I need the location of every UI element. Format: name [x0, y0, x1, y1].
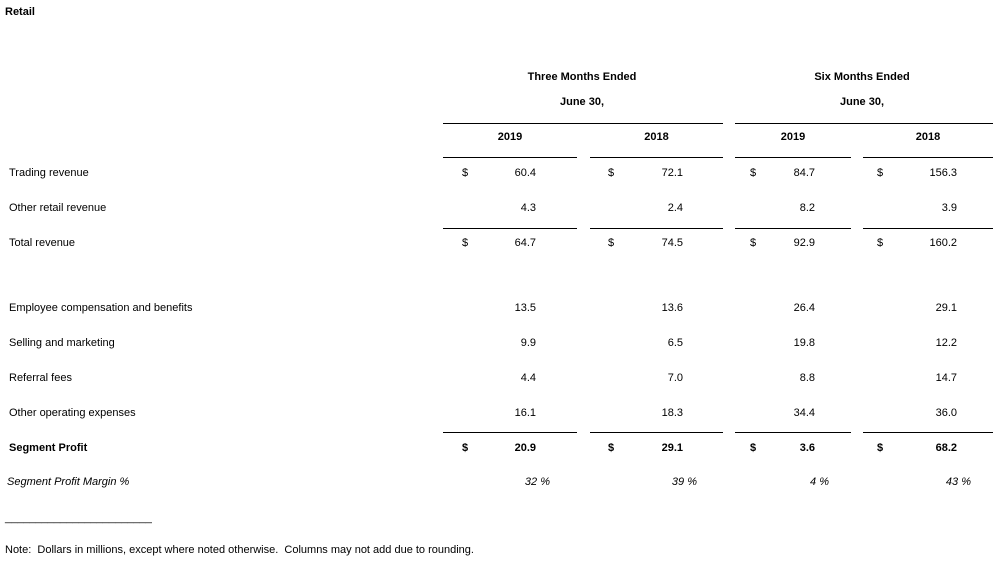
currency-sign: $ — [462, 237, 469, 249]
group-subheader: June 30, — [559, 96, 605, 108]
cell-value: 4.4 — [520, 372, 536, 384]
group-header: Three Months Ended — [527, 71, 637, 83]
currency-sign: $ — [877, 442, 884, 454]
row-label: Selling and marketing — [9, 337, 115, 349]
cell-value: 16.1 — [514, 407, 536, 419]
cell-value: 68.2 — [935, 442, 957, 454]
cell-value: 8.2 — [799, 202, 815, 214]
row-label: Employee compensation and benefits — [9, 302, 193, 314]
cell-value: 92.9 — [793, 237, 815, 249]
cell-value: 3.9 — [941, 202, 957, 214]
row-label: Other retail revenue — [9, 202, 107, 214]
cell-value: 13.5 — [514, 302, 536, 314]
rule — [735, 157, 851, 158]
currency-sign: $ — [750, 167, 757, 179]
note: Note: Dollars in millions, except where … — [5, 544, 474, 556]
cell-value: 156.3 — [929, 167, 957, 179]
year-header: 2019 — [780, 131, 806, 143]
rule — [863, 228, 993, 229]
cell-value: 9.9 — [520, 337, 536, 349]
rule — [443, 157, 577, 158]
cell-value: 34.4 — [793, 407, 815, 419]
cell-value: 60.4 — [514, 167, 536, 179]
group-subheader: June 30, — [839, 96, 885, 108]
row-label: Referral fees — [9, 372, 72, 384]
rule — [590, 157, 723, 158]
cell-value: 4 % — [810, 476, 829, 488]
cell-value: 13.6 — [661, 302, 683, 314]
rule — [863, 432, 993, 433]
cell-value: 84.7 — [793, 167, 815, 179]
cell-value: 19.8 — [793, 337, 815, 349]
row-label: Total revenue — [9, 237, 76, 249]
rule — [590, 228, 723, 229]
currency-sign: $ — [608, 237, 615, 249]
currency-sign: $ — [608, 167, 615, 179]
currency-sign: $ — [877, 167, 884, 179]
year-header: 2018 — [915, 131, 941, 143]
cell-value: 36.0 — [935, 407, 957, 419]
cell-value: 29.1 — [661, 442, 683, 454]
row-label: Trading revenue — [9, 167, 89, 179]
currency-sign: $ — [608, 442, 615, 454]
cell-value: 26.4 — [793, 302, 815, 314]
cell-value: 2.4 — [667, 202, 683, 214]
currency-sign: $ — [750, 442, 757, 454]
cell-value: 18.3 — [661, 407, 683, 419]
cell-value: 29.1 — [935, 302, 957, 314]
cell-value: 20.9 — [514, 442, 536, 454]
cell-value: 7.0 — [667, 372, 683, 384]
currency-sign: $ — [750, 237, 757, 249]
rule — [590, 432, 723, 433]
currency-sign: $ — [462, 167, 469, 179]
rule — [443, 123, 723, 124]
cell-value: 3.6 — [799, 442, 815, 454]
rule — [443, 432, 577, 433]
cell-value: 72.1 — [661, 167, 683, 179]
cell-value: 6.5 — [667, 337, 683, 349]
cell-value: 32 % — [524, 476, 550, 488]
year-header: 2019 — [497, 131, 523, 143]
currency-sign: $ — [877, 237, 884, 249]
footnote-rule: ________________________ — [5, 512, 152, 524]
row-label: Segment Profit — [9, 442, 88, 454]
rule — [735, 228, 851, 229]
row-label: Segment Profit Margin % — [7, 476, 130, 488]
cell-value: 39 % — [671, 476, 697, 488]
rule — [735, 123, 993, 124]
cell-value: 160.2 — [929, 237, 957, 249]
currency-sign: $ — [462, 442, 469, 454]
year-header: 2018 — [644, 131, 669, 143]
section-title: Retail — [5, 6, 35, 18]
cell-value: 8.8 — [799, 372, 815, 384]
cell-value: 14.7 — [935, 372, 957, 384]
cell-value: 64.7 — [514, 237, 536, 249]
rule — [443, 228, 577, 229]
cell-value: 4.3 — [520, 202, 536, 214]
rule — [735, 432, 851, 433]
cell-value: 43 % — [945, 476, 971, 488]
row-label: Other operating expenses — [9, 407, 136, 419]
rule — [863, 157, 993, 158]
cell-value: 74.5 — [661, 237, 683, 249]
cell-value: 12.2 — [935, 337, 957, 349]
group-header: Six Months Ended — [814, 71, 910, 83]
